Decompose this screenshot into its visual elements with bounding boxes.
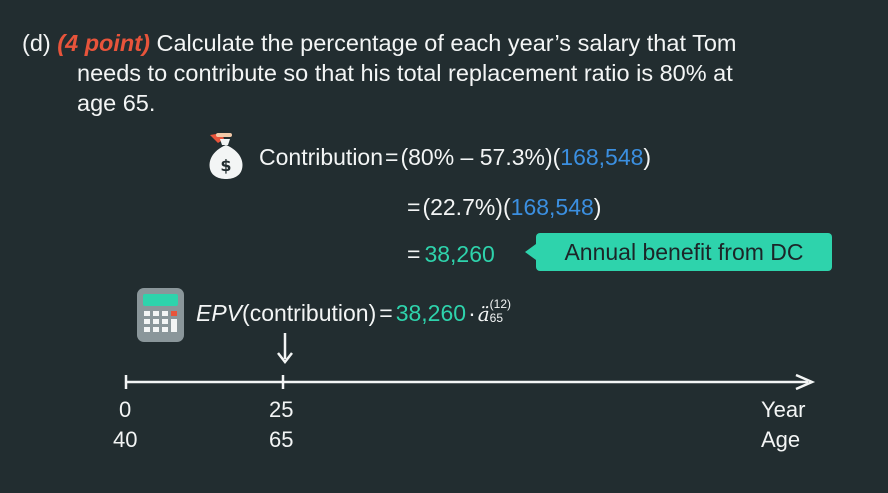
equation-row-2: =(22.7%)(168,548) [407,194,602,220]
final-salary-value: 168,548 [510,194,594,220]
question-prefix: (d) [22,30,51,56]
calculator-icon [137,288,184,342]
annuity-superscript: (12) [489,297,512,311]
replacement-percent: (22.7%) [422,194,503,220]
contribution-label: Contribution [259,144,384,170]
timeline-end-year-label: Year [761,397,806,422]
timeline-mid-year: 25 [269,397,294,422]
question-line-3: age 65. [77,90,156,116]
question-line-1: (d) (4 point) Calculate the percentage o… [22,28,736,59]
equals-sign: = [379,300,393,326]
equals-sign: = [385,144,399,170]
final-salary-value: 168,548 [560,144,644,170]
equation-row-1: Contribution=(80% – 57.3%)(168,548) [259,144,652,170]
money-bag-icon: $ [204,131,248,181]
equals-sign: = [407,194,421,220]
timeline-axis [120,370,820,399]
equals-sign: = [407,241,421,267]
callout-text: Annual benefit from DC [564,239,804,265]
timeline-start-year: 0 [119,397,132,422]
annuity-symbol: ä [477,302,490,326]
epv-equation: EPV(contribution) = 38,260· ä (12) 65 [196,297,512,327]
epv-benefit-value: 38,260 [395,300,467,326]
multiply-dot: · [468,300,476,326]
question-line-2: needs to contribute so that his total re… [77,60,733,86]
replacement-difference: (80% – 57.3%) [400,144,553,170]
epv-argument: (contribution) [242,300,377,326]
down-arrow-icon [275,331,295,370]
svg-text:$: $ [220,156,231,175]
timeline-end-age-label: Age [761,427,801,452]
annual-benefit-callout: Annual benefit from DC [525,233,832,271]
annual-benefit-value: 38,260 [424,241,495,267]
timeline-mid-age: 65 [269,427,294,452]
epv-label: EPV [196,300,243,326]
question-points: (4 point) [57,30,150,56]
timeline-start-age: 40 [113,427,138,452]
question-text-1: Calculate the percentage of each year’s … [156,30,737,56]
annuity-subscript: 65 [489,311,504,325]
equation-row-3: = 38,260 [407,241,495,268]
